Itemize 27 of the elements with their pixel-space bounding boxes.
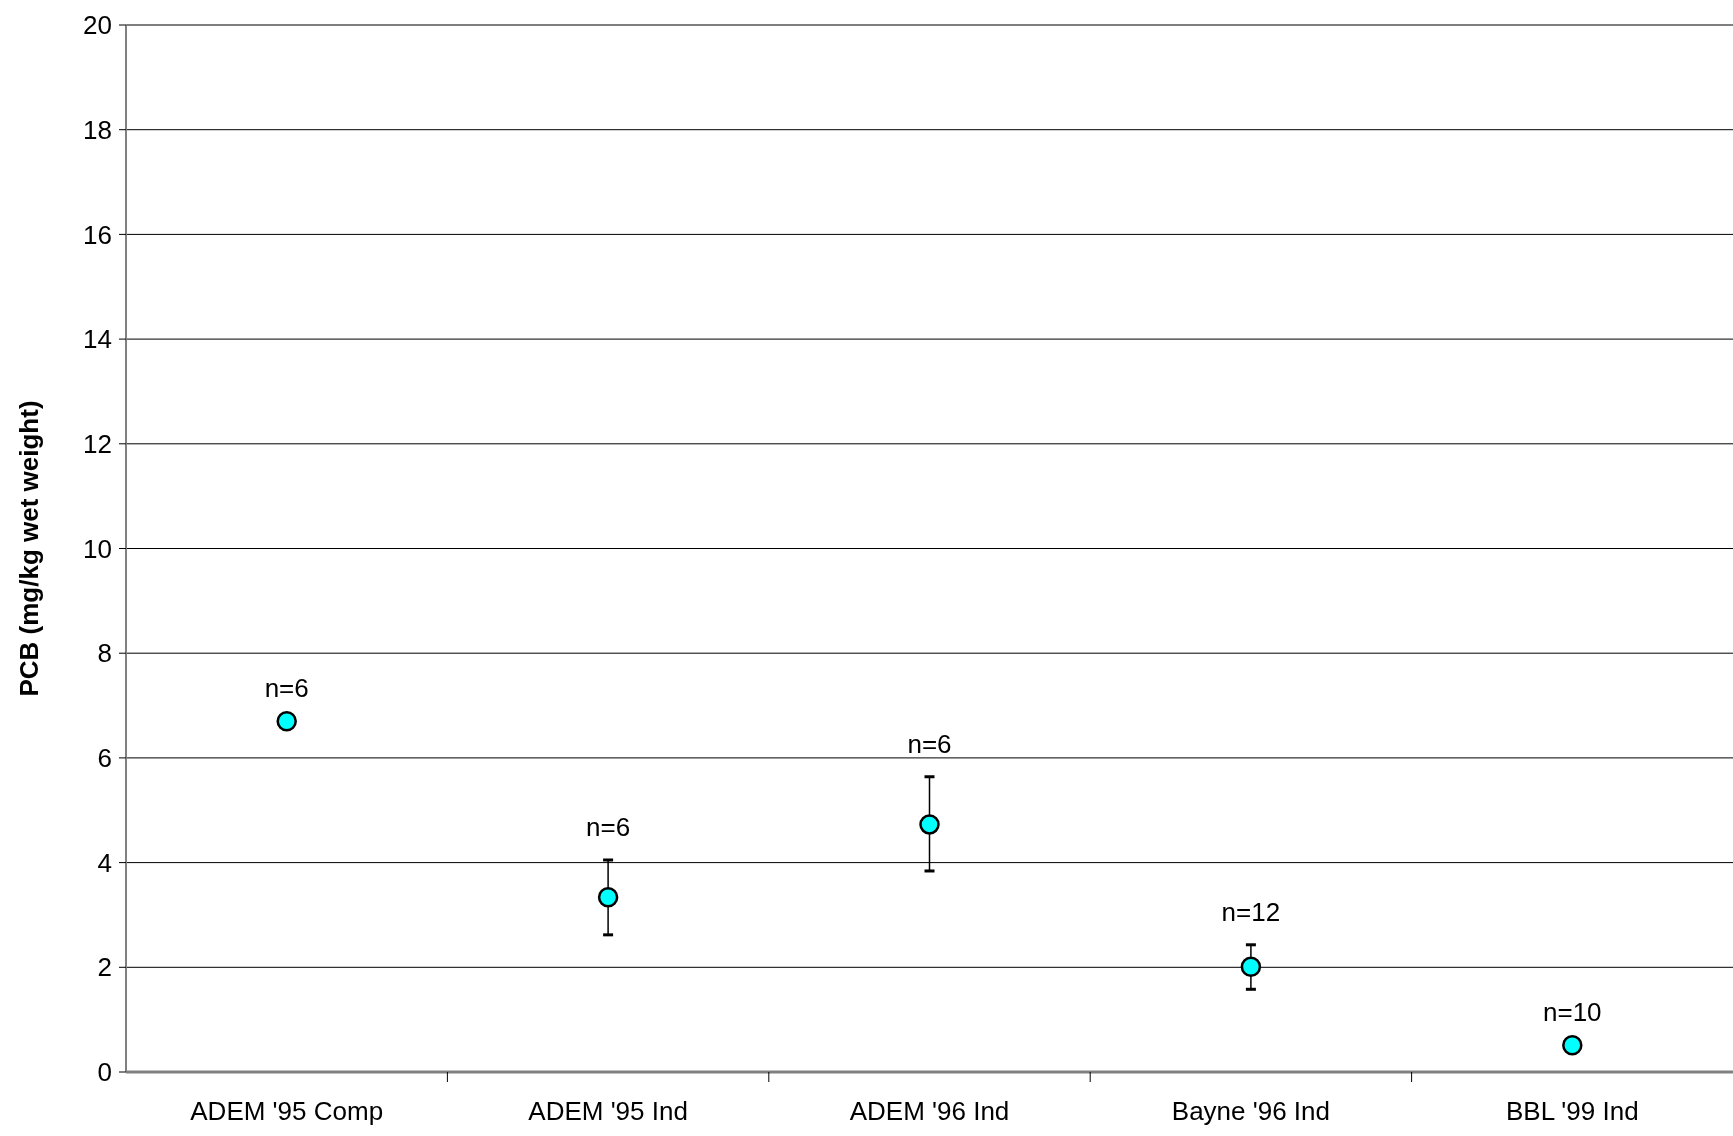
x-tick-label: ADEM '95 Ind [528, 1096, 688, 1126]
y-tick-label: 10 [83, 533, 112, 564]
y-tick-label: 6 [97, 743, 112, 773]
y-tick-label: 2 [97, 952, 112, 983]
annotation: n=10 [1543, 997, 1602, 1028]
x-tick-label: BBL '99 Ind [1505, 1096, 1639, 1126]
y-tick-label: 4 [97, 847, 112, 878]
point [276, 711, 297, 732]
annotation: n=6 [907, 728, 952, 759]
annotation: n=12 [1221, 896, 1281, 927]
x-tick-label: ADEM '96 Ind [849, 1096, 1010, 1126]
y-tick-label: 0 [97, 1057, 112, 1088]
y-tick-label: 18 [83, 114, 112, 145]
x-tick-label: ADEM '95 Comp [190, 1096, 384, 1126]
point [919, 814, 940, 835]
y-tick-label: 20 [83, 10, 112, 41]
point [597, 886, 619, 908]
y-axis-title: PCB (mg/kg wet weight) [14, 400, 44, 697]
point [1240, 956, 1262, 978]
annotation: n=6 [586, 811, 631, 842]
y-tick-label: 16 [83, 219, 112, 250]
y-tick-label: 14 [83, 324, 112, 355]
point [1562, 1035, 1583, 1056]
x-tick-label: Bayne '96 Ind [1171, 1096, 1330, 1126]
y-tick-label: 12 [83, 428, 112, 459]
y-tick-label: 8 [97, 638, 112, 669]
annotation: n=6 [264, 673, 309, 704]
